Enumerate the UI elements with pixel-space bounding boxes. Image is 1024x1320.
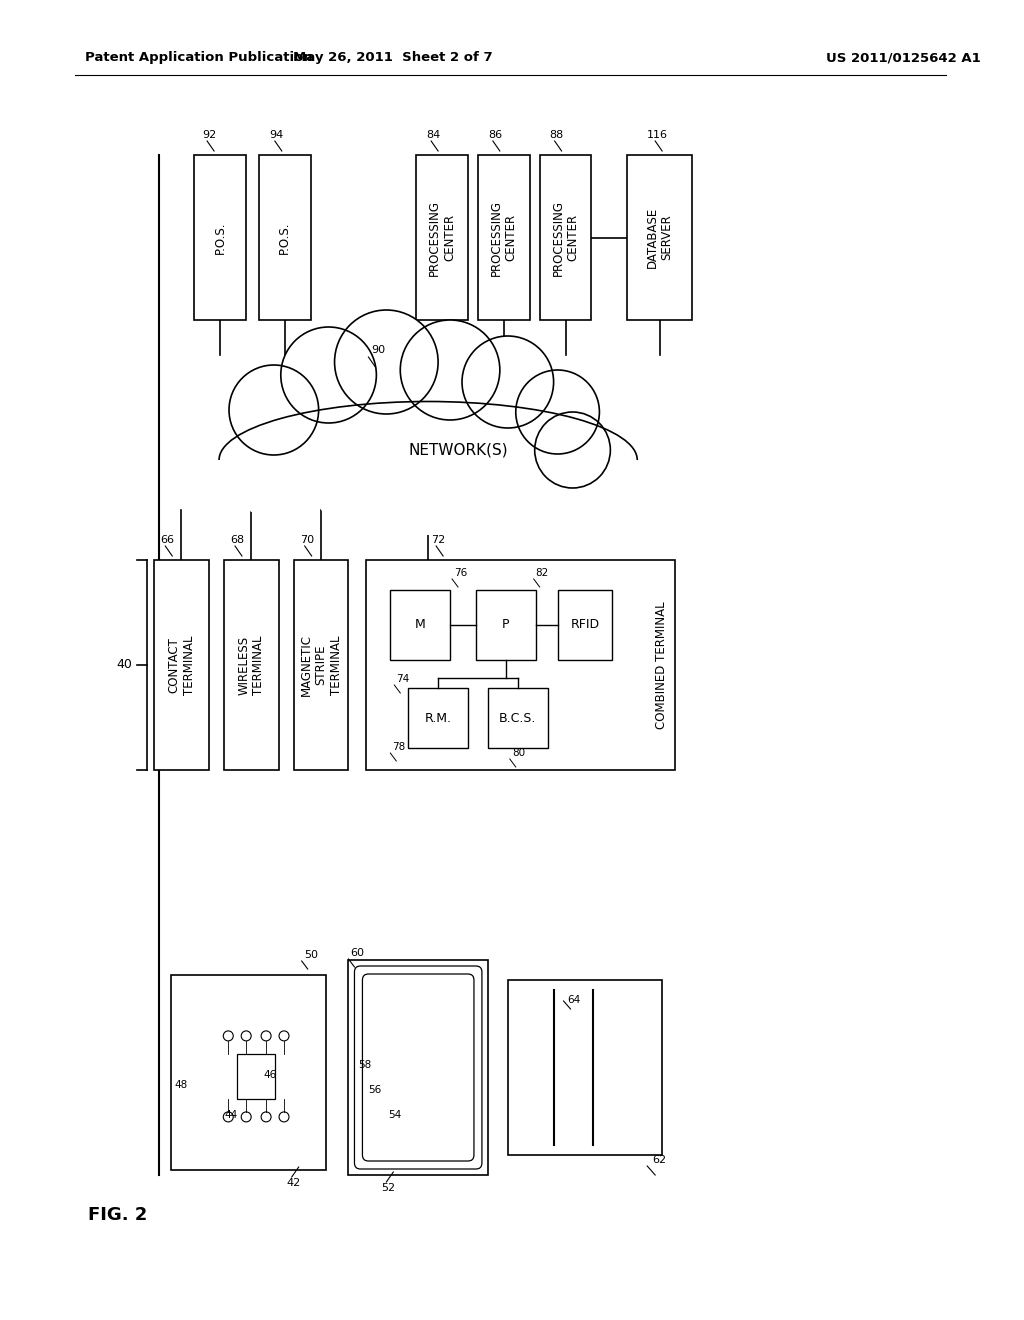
Bar — [390, 590, 451, 660]
Circle shape — [421, 428, 524, 532]
Text: P: P — [502, 619, 510, 631]
Circle shape — [229, 366, 318, 455]
Text: 46: 46 — [264, 1071, 278, 1080]
Text: 54: 54 — [388, 1110, 401, 1119]
Circle shape — [281, 327, 377, 422]
Bar — [478, 154, 529, 319]
Text: RFID: RFID — [570, 619, 599, 631]
Bar — [404, 1078, 432, 1113]
Text: 60: 60 — [350, 948, 365, 958]
Circle shape — [462, 337, 554, 428]
Text: 40: 40 — [117, 659, 132, 672]
Text: R.M.: R.M. — [425, 711, 452, 725]
Circle shape — [223, 1111, 233, 1122]
Bar — [224, 560, 279, 770]
Circle shape — [335, 310, 438, 414]
Text: P.O.S.: P.O.S. — [214, 222, 226, 253]
Text: M: M — [415, 619, 426, 631]
Text: May 26, 2011  Sheet 2 of 7: May 26, 2011 Sheet 2 of 7 — [294, 51, 494, 65]
Text: 86: 86 — [487, 129, 502, 140]
Text: 62: 62 — [652, 1155, 667, 1166]
Text: 64: 64 — [567, 995, 581, 1005]
Text: PROCESSING
CENTER: PROCESSING CENTER — [489, 199, 518, 276]
Text: 50: 50 — [304, 950, 317, 960]
Bar — [155, 560, 209, 770]
Text: 70: 70 — [300, 535, 313, 545]
Circle shape — [400, 319, 500, 420]
Circle shape — [261, 1111, 271, 1122]
Text: B.C.S.: B.C.S. — [499, 711, 537, 725]
Text: 90: 90 — [372, 345, 385, 355]
Circle shape — [222, 413, 326, 517]
Circle shape — [339, 355, 518, 535]
Circle shape — [535, 412, 610, 488]
Text: 48: 48 — [174, 1080, 187, 1090]
Text: 68: 68 — [230, 535, 244, 545]
Text: MAGNETIC
STRIPE
TERMINAL: MAGNETIC STRIPE TERMINAL — [300, 634, 343, 696]
Text: Patent Application Publication: Patent Application Publication — [85, 51, 312, 65]
Text: 92: 92 — [202, 129, 216, 140]
Bar — [487, 688, 548, 748]
Text: 80: 80 — [512, 748, 525, 758]
Text: PROCESSING
CENTER: PROCESSING CENTER — [552, 199, 580, 276]
Bar — [508, 979, 663, 1155]
Circle shape — [280, 1031, 289, 1041]
Text: COMBINED TERMINAL: COMBINED TERMINAL — [654, 601, 668, 729]
Bar — [416, 154, 468, 319]
Text: US 2011/0125642 A1: US 2011/0125642 A1 — [826, 51, 981, 65]
Text: PROCESSING
CENTER: PROCESSING CENTER — [428, 199, 456, 276]
Circle shape — [261, 1031, 271, 1041]
Circle shape — [242, 1111, 251, 1122]
Bar — [259, 154, 310, 319]
Bar — [409, 1084, 428, 1109]
Text: WIRELESS
TERMINAL: WIRELESS TERMINAL — [238, 635, 265, 694]
Text: 116: 116 — [647, 129, 668, 140]
Circle shape — [313, 426, 423, 537]
Bar — [476, 590, 536, 660]
Bar — [195, 154, 246, 319]
Text: CONTACT
TERMINAL: CONTACT TERMINAL — [168, 635, 196, 694]
Text: P.O.S.: P.O.S. — [279, 222, 291, 253]
Text: 42: 42 — [287, 1177, 301, 1188]
Bar — [367, 560, 675, 770]
Text: 82: 82 — [536, 568, 549, 578]
Text: 52: 52 — [381, 1183, 395, 1193]
Bar — [238, 1053, 275, 1098]
Circle shape — [223, 1031, 233, 1041]
Text: 76: 76 — [454, 568, 467, 578]
Bar — [628, 154, 692, 319]
Circle shape — [516, 370, 599, 454]
Text: 58: 58 — [358, 1060, 372, 1071]
Text: 44: 44 — [224, 1110, 238, 1119]
Text: 94: 94 — [269, 129, 284, 140]
Bar — [294, 560, 348, 770]
Text: NETWORK(S): NETWORK(S) — [409, 442, 508, 458]
Bar — [348, 960, 487, 1175]
Text: 88: 88 — [550, 129, 564, 140]
FancyBboxPatch shape — [354, 966, 482, 1170]
Bar — [409, 688, 468, 748]
Text: 78: 78 — [392, 742, 406, 752]
Circle shape — [527, 413, 617, 503]
Circle shape — [280, 1111, 289, 1122]
Text: FIG. 2: FIG. 2 — [88, 1206, 147, 1224]
Bar — [171, 975, 326, 1170]
FancyBboxPatch shape — [362, 974, 474, 1162]
Text: 72: 72 — [431, 535, 445, 545]
Text: 74: 74 — [396, 675, 410, 684]
Text: DATABASE
SERVER: DATABASE SERVER — [646, 207, 674, 268]
Bar — [558, 590, 612, 660]
Text: 84: 84 — [426, 129, 440, 140]
Text: 56: 56 — [369, 1085, 382, 1096]
Circle shape — [242, 1031, 251, 1041]
Bar — [540, 154, 592, 319]
Text: 66: 66 — [161, 535, 174, 545]
